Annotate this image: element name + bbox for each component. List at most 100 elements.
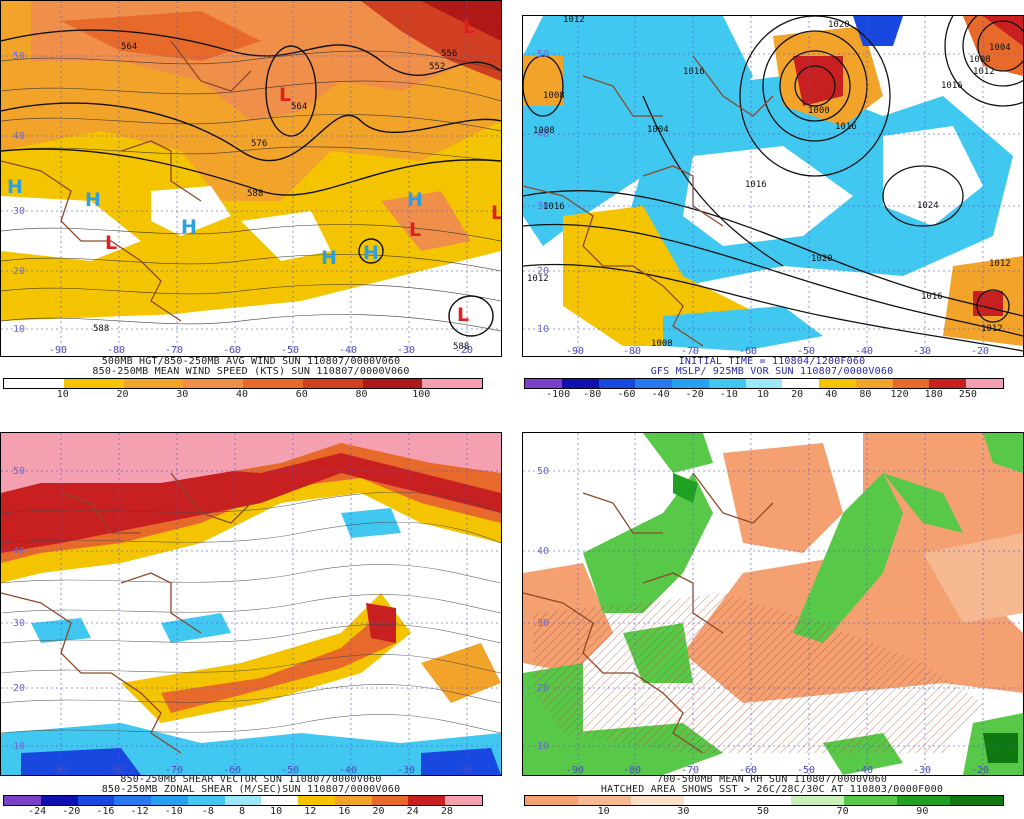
svg-text:1012: 1012 xyxy=(981,324,1003,334)
colorbar-swatch xyxy=(183,379,243,388)
svg-text:576: 576 xyxy=(251,139,267,149)
colorbar-tick-label: 12 xyxy=(304,806,317,817)
map-mslp: 50 40 30 20 10 -90 -80 -70 -60 -50 -40 -… xyxy=(522,15,1024,357)
colorbar-tick-label: 100 xyxy=(412,389,431,400)
contour-labels: 564 556 552 564 576 588 588 588 xyxy=(93,42,469,352)
colorbar-swatch xyxy=(578,796,632,805)
colorbar-swatch xyxy=(598,379,636,388)
svg-text:1016: 1016 xyxy=(941,81,963,91)
colorbar-tick-label: 20 xyxy=(791,389,804,400)
svg-text:1008: 1008 xyxy=(651,339,673,349)
svg-text:1004: 1004 xyxy=(989,43,1011,53)
svg-text:40: 40 xyxy=(537,129,549,140)
svg-text:1024: 1024 xyxy=(917,201,939,211)
svg-text:30: 30 xyxy=(13,618,25,629)
map-title: GFS MSLP/ 925MB VOR SUN 110807/0000V060 xyxy=(650,366,894,377)
colorbar-swatch xyxy=(298,796,335,805)
svg-text:-70: -70 xyxy=(165,345,183,356)
colorbar-tick-label: -10 xyxy=(719,389,738,400)
svg-text:10: 10 xyxy=(537,324,549,335)
svg-text:-30: -30 xyxy=(397,765,415,775)
colorbar-tick-label: 24 xyxy=(406,806,419,817)
svg-text:-60: -60 xyxy=(223,765,241,775)
svg-text:-20: -20 xyxy=(455,345,473,356)
svg-text:30: 30 xyxy=(537,201,549,212)
shear-field: 50 40 30 20 10 -90 -80 -70 -60 -50 -40 -… xyxy=(1,433,501,775)
high-center-marker: H xyxy=(85,189,101,211)
svg-text:1008: 1008 xyxy=(969,55,991,65)
map-wind-speed: 50 40 30 20 10 -90 -80 -70 -60 -50 -40 -… xyxy=(0,0,502,357)
svg-text:-80: -80 xyxy=(623,346,641,356)
svg-text:-60: -60 xyxy=(223,345,241,356)
low-center-marker: L xyxy=(409,219,421,241)
svg-text:20: 20 xyxy=(537,683,549,694)
colorbar-swatch xyxy=(525,796,579,805)
svg-text:588: 588 xyxy=(247,189,263,199)
colorbar-swatch xyxy=(672,379,709,388)
colorbar xyxy=(524,378,1004,389)
svg-text:1012: 1012 xyxy=(527,274,549,284)
svg-text:50: 50 xyxy=(537,466,549,477)
svg-text:-50: -50 xyxy=(797,765,815,775)
colorbar-swatch xyxy=(782,379,820,388)
lat-labels: 50 40 30 20 10 xyxy=(13,51,25,335)
colorbar-swatch xyxy=(408,796,446,805)
colorbar-tick-label: -40 xyxy=(651,389,670,400)
low-center-marker: L xyxy=(279,84,291,106)
colorbar-swatch xyxy=(737,796,791,805)
svg-text:1008: 1008 xyxy=(533,126,555,136)
colorbar-swatch xyxy=(40,796,78,805)
svg-text:40: 40 xyxy=(13,546,25,557)
pressure-centers: L L H H H L H H H L L L xyxy=(7,16,501,326)
svg-text:-90: -90 xyxy=(566,346,584,356)
colorbar-tick-label: 50 xyxy=(756,806,770,817)
low-center-marker: L xyxy=(105,232,117,254)
svg-text:-50: -50 xyxy=(797,346,815,356)
svg-text:-40: -40 xyxy=(855,346,873,356)
map-shear: 50 40 30 20 10 -90 -80 -70 -60 -50 -40 -… xyxy=(0,432,502,776)
svg-text:20: 20 xyxy=(13,683,25,694)
colorbar-tick-label: 10 xyxy=(756,389,770,400)
colorbar-swatch xyxy=(896,796,950,805)
lon-labels: -90 -80 -70 -60 -50 -40 -30 -20 xyxy=(566,765,989,775)
svg-text:-50: -50 xyxy=(281,345,299,356)
colorbar-swatch xyxy=(819,379,856,388)
svg-text:1016: 1016 xyxy=(745,180,767,190)
colorbar-tick-label: 28 xyxy=(440,806,453,817)
colorbar-swatch xyxy=(371,796,409,805)
lon-labels: -90 -80 -70 -60 -50 -40 -30 -20 xyxy=(49,345,473,356)
high-center-marker: H xyxy=(181,216,197,238)
low-center-marker: L xyxy=(457,304,469,326)
colorbar-swatch xyxy=(334,796,372,805)
colorbar-swatch xyxy=(929,379,967,388)
colorbar-tick-label: 250 xyxy=(958,389,977,400)
colorbar xyxy=(3,795,483,806)
map-subtitle: 850-250MB ZONAL SHEAR (M/SEC)SUN 110807/… xyxy=(101,784,401,795)
colorbar-swatch xyxy=(525,379,562,388)
svg-text:-60: -60 xyxy=(739,346,757,356)
vorticity-field: 50 40 30 20 10 -90 -80 -70 -60 -50 -40 -… xyxy=(523,16,1023,356)
colorbar-swatch xyxy=(561,379,599,388)
high-center-marker: H xyxy=(363,242,379,264)
colorbar-tick-label: -20 xyxy=(62,806,81,817)
svg-text:40: 40 xyxy=(13,131,25,142)
colorbar-swatch xyxy=(708,379,746,388)
colorbar-swatch xyxy=(843,796,897,805)
colorbar-tick-label: 60 xyxy=(295,389,308,400)
svg-text:588: 588 xyxy=(93,324,109,334)
svg-text:-40: -40 xyxy=(855,765,873,775)
colorbar-tick-label: 80 xyxy=(355,389,368,400)
colorbar-tick-label: -12 xyxy=(130,806,149,817)
svg-text:-20: -20 xyxy=(455,765,473,775)
svg-text:1004: 1004 xyxy=(647,125,669,135)
colorbar-swatch xyxy=(151,796,188,805)
colorbar-swatch xyxy=(77,796,115,805)
colorbar-tick-label: 16 xyxy=(338,806,351,817)
svg-text:556: 556 xyxy=(441,49,457,59)
svg-text:588: 588 xyxy=(453,342,469,352)
svg-text:10: 10 xyxy=(13,324,25,335)
colorbar-swatch xyxy=(635,379,673,388)
svg-text:1020: 1020 xyxy=(811,254,833,264)
svg-text:10: 10 xyxy=(537,741,549,752)
colorbar-labels: 10 30 50 70 90 xyxy=(524,806,1002,818)
